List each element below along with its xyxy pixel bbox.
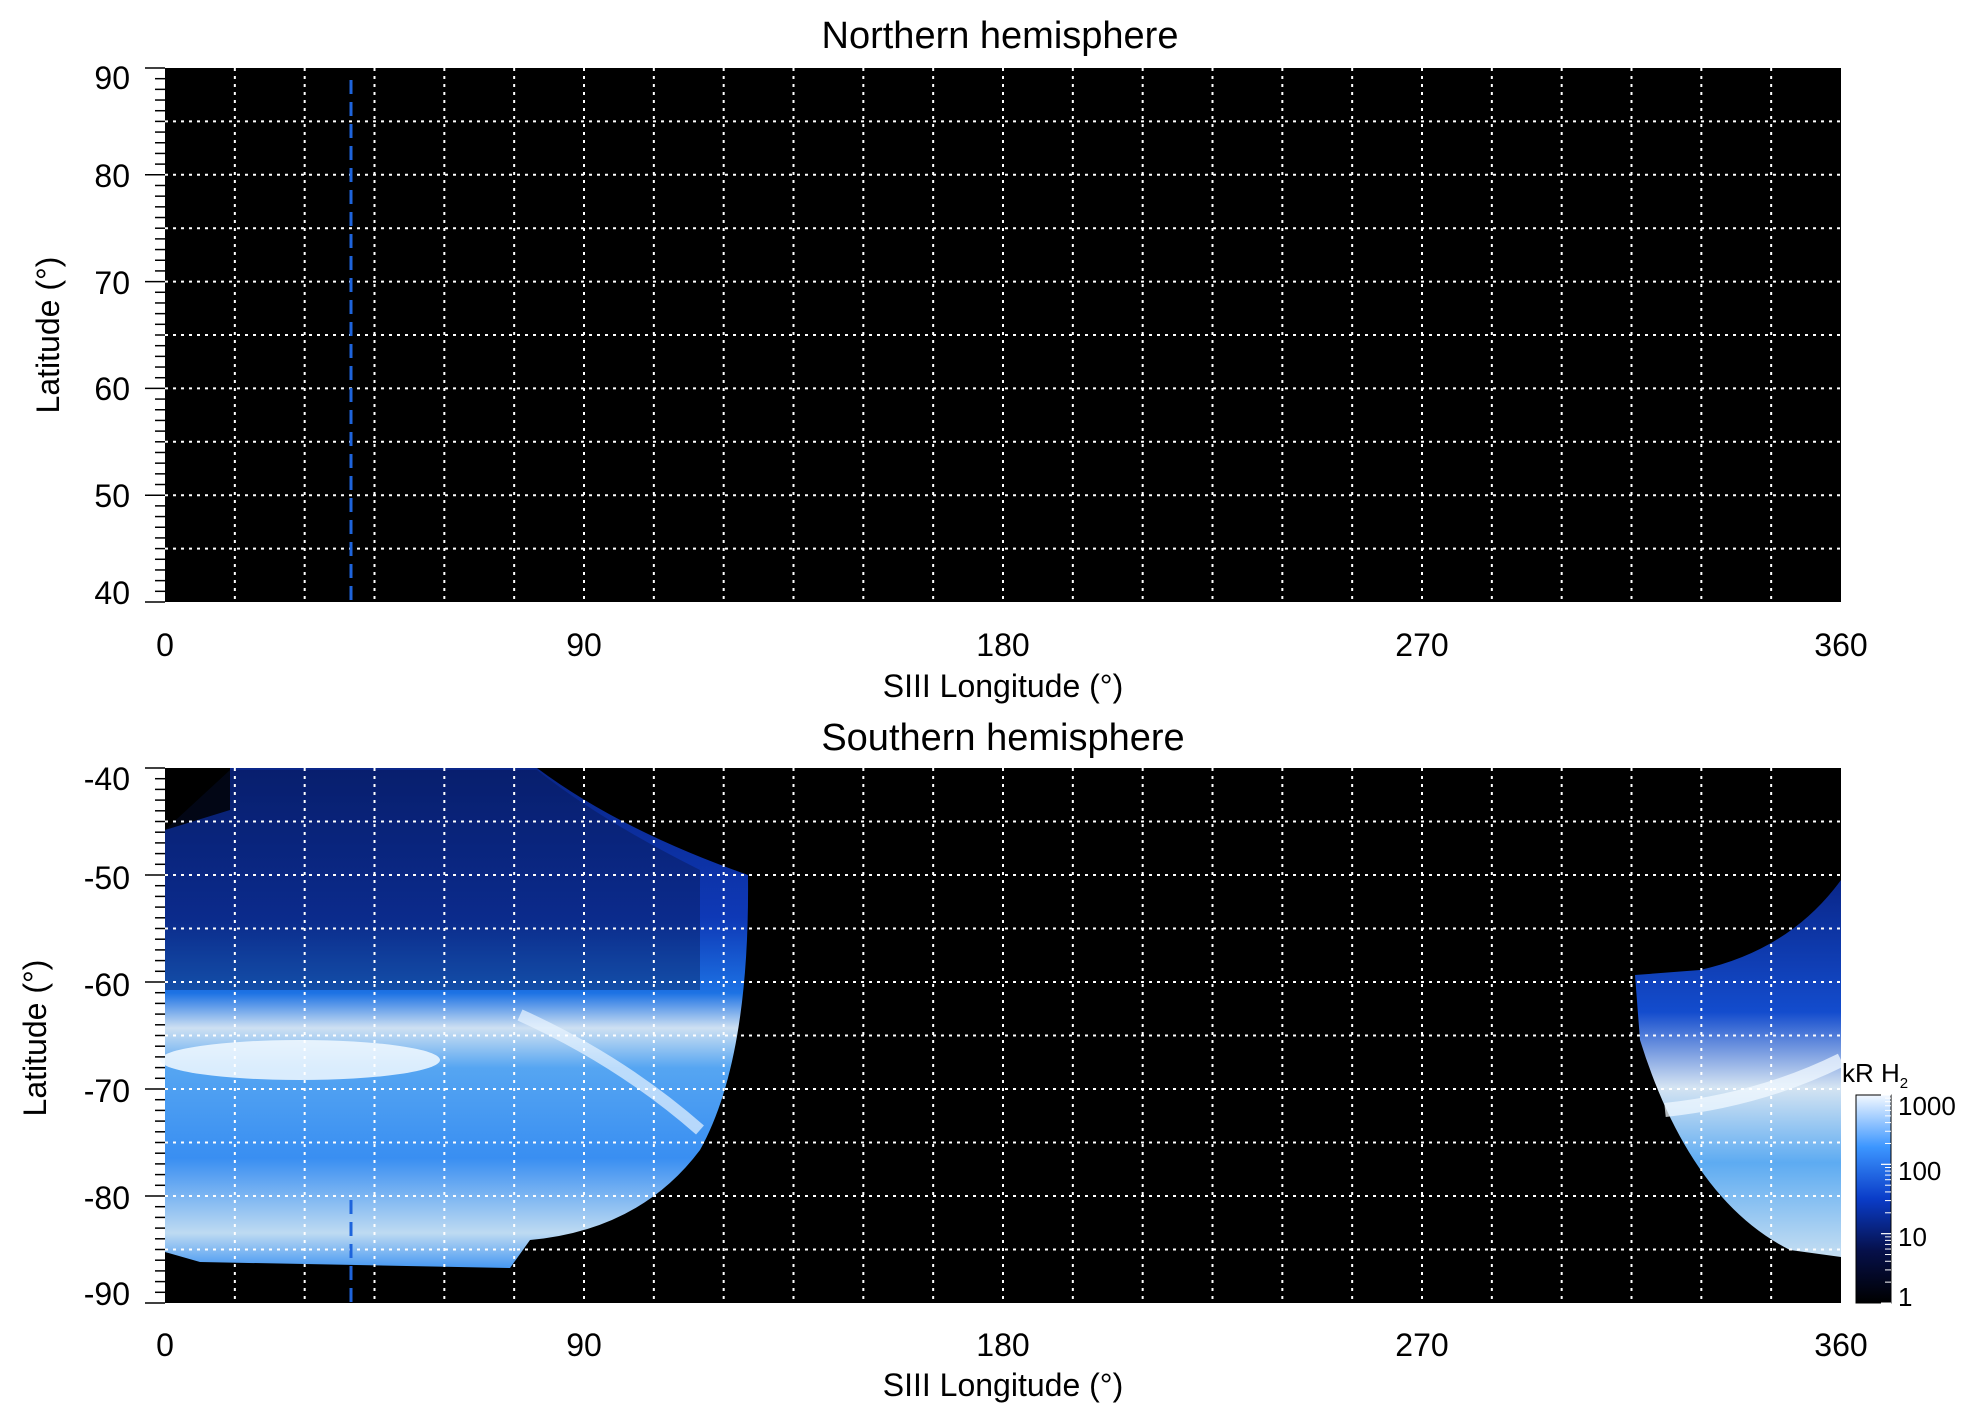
colorbar-minor-ticks bbox=[1881, 1094, 1891, 1304]
north-xtick-270: 270 bbox=[1395, 627, 1448, 663]
north-ytick-labels: 90 80 70 60 50 40 bbox=[94, 60, 130, 611]
north-yaxis-minor-ticks bbox=[145, 67, 165, 603]
south-emission-east bbox=[1635, 880, 1845, 1257]
south-ylabel: Latitude (°) bbox=[17, 960, 53, 1117]
south-arc-east bbox=[1664, 1053, 1845, 1117]
south-ytick-m90: -90 bbox=[84, 1276, 130, 1312]
north-xtick-0: 0 bbox=[156, 627, 174, 663]
north-ytick-90: 90 bbox=[94, 60, 130, 96]
north-xtick-90: 90 bbox=[566, 627, 602, 663]
north-ytick-80: 80 bbox=[94, 158, 130, 194]
south-ytick-labels: -40 -50 -60 -70 -80 -90 bbox=[84, 761, 130, 1312]
south-ytick-m70: -70 bbox=[84, 1073, 130, 1109]
south-ytick-m60: -60 bbox=[84, 967, 130, 1003]
colorbar-label: kR H2 bbox=[1842, 1058, 1908, 1092]
panel-south: Southern hemisphere 0 90 180 270 360 -40… bbox=[17, 717, 1868, 1403]
north-ytick-60: 60 bbox=[94, 371, 130, 407]
south-xtick-270: 270 bbox=[1395, 1327, 1448, 1363]
north-ytick-50: 50 bbox=[94, 478, 130, 514]
north-ytick-70: 70 bbox=[94, 265, 130, 301]
north-xtick-180: 180 bbox=[976, 627, 1029, 663]
south-ytick-m80: -80 bbox=[84, 1180, 130, 1216]
colorbar-tick-10: 10 bbox=[1898, 1222, 1927, 1252]
south-noise-overlay-west bbox=[165, 770, 700, 990]
panel-north: Northern hemisphere 0 90 180 270 360 90 … bbox=[30, 15, 1868, 704]
colorbar: kR H2 1000 100 10 1 bbox=[1842, 1058, 1956, 1312]
colorbar-gradient bbox=[1855, 1094, 1892, 1304]
north-ytick-40: 40 bbox=[94, 575, 130, 611]
colorbar-tick-labels: 1000 100 10 1 bbox=[1898, 1091, 1956, 1312]
south-title: Southern hemisphere bbox=[821, 717, 1184, 759]
south-xlabel: SIII Longitude (°) bbox=[883, 1367, 1123, 1403]
south-grid bbox=[165, 768, 1841, 1303]
south-xtick-180: 180 bbox=[976, 1327, 1029, 1363]
colorbar-tick-1: 1 bbox=[1898, 1282, 1912, 1312]
south-arc-west bbox=[517, 1009, 704, 1135]
north-grid bbox=[165, 68, 1841, 602]
colorbar-label-main: kR H bbox=[1842, 1058, 1900, 1088]
south-xtick-0: 0 bbox=[156, 1327, 174, 1363]
south-ytick-m50: -50 bbox=[84, 860, 130, 896]
south-emission-east-shape bbox=[1635, 880, 1841, 1257]
south-xtick-labels: 0 90 180 270 360 bbox=[156, 1327, 1868, 1363]
colorbar-tick-100: 100 bbox=[1898, 1156, 1941, 1186]
colorbar-tick-1000: 1000 bbox=[1898, 1091, 1956, 1121]
south-yaxis-minor-ticks bbox=[145, 767, 165, 1304]
south-xtick-90: 90 bbox=[566, 1327, 602, 1363]
south-main-oval-west bbox=[160, 1040, 440, 1080]
south-ytick-m40: -40 bbox=[84, 761, 130, 797]
north-xtick-labels: 0 90 180 270 360 bbox=[156, 627, 1868, 663]
north-xtick-360: 360 bbox=[1814, 627, 1867, 663]
north-xlabel: SIII Longitude (°) bbox=[883, 668, 1123, 704]
colorbar-label-sub: 2 bbox=[1900, 1075, 1908, 1092]
north-ylabel: Latitude (°) bbox=[30, 257, 66, 414]
north-title: Northern hemisphere bbox=[822, 15, 1179, 57]
south-xtick-360: 360 bbox=[1814, 1327, 1867, 1363]
